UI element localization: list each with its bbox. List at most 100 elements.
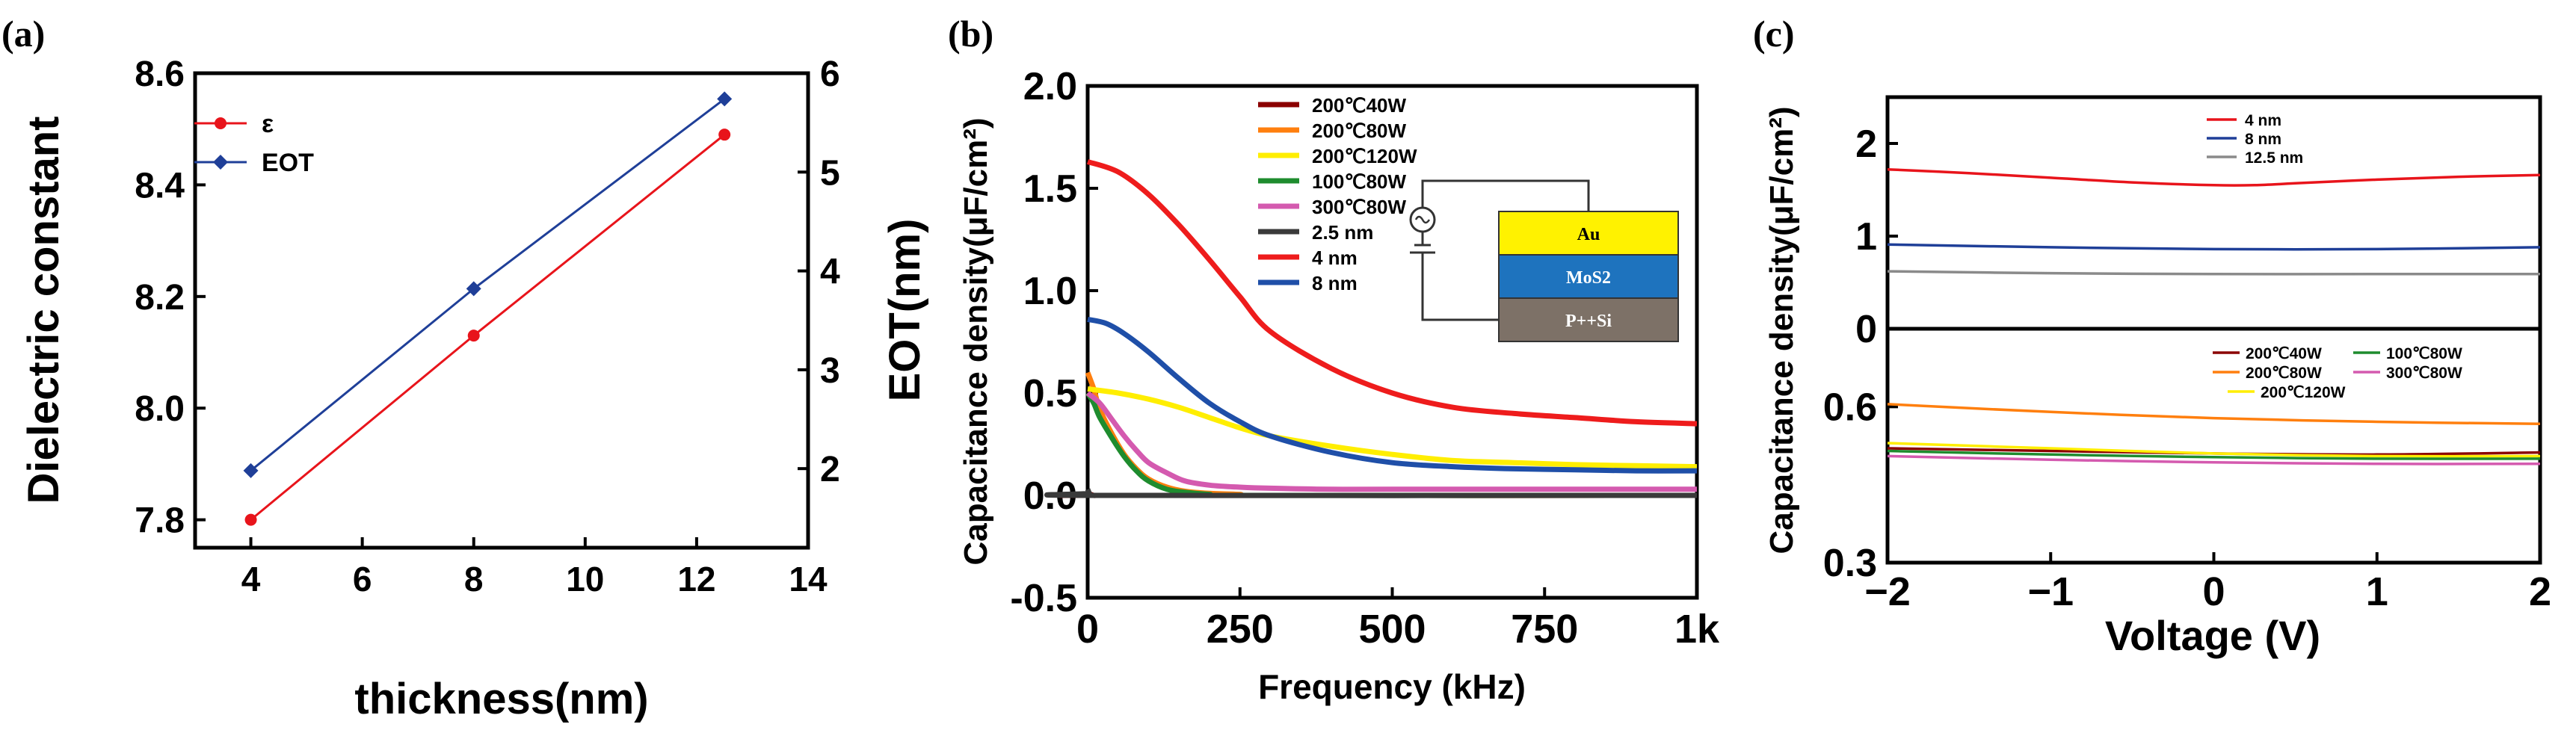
inset-si-layer: [1498, 297, 1679, 342]
panel-b-series-line: [1044, 488, 1698, 498]
panel-a-point-diamond: [466, 281, 481, 297]
panel-c-bottom-legend-label: 300℃80W: [2386, 365, 2462, 382]
panel-c-bottom-ytick-label: 0.3: [1823, 542, 1877, 585]
panel-b-ytick-label: 1.0: [1023, 270, 1077, 313]
panel-a-y2tick-label: 2: [820, 450, 840, 489]
panel-c-bottom-series-line: [1887, 449, 2541, 460]
panel-b-ytick-label: 1.5: [1023, 167, 1077, 211]
panel-b-xtick-label: 1k: [1674, 607, 1720, 652]
panel-a-y2tick-label: 3: [820, 351, 840, 391]
panel-b-series-line: [1087, 386, 1698, 470]
panel-b-legend-label: 300℃80W: [1312, 196, 1406, 218]
panel-b-xtick-label: 0: [1076, 607, 1099, 652]
panel-a-legend-circle: [215, 117, 227, 129]
panel-c-top-legend-label: 8 nm: [2245, 131, 2281, 148]
panel-c-top-ytick-label: 0: [1855, 308, 1877, 351]
inset-circuit-wire: [1410, 179, 1590, 321]
panel-c-top-legend-label: 12.5 nm: [2245, 149, 2303, 167]
panel-a-legend-label: EOT: [262, 149, 314, 177]
inset-mos2-layer: [1498, 254, 1679, 299]
panel-b-legend-label: 8 nm: [1312, 272, 1358, 294]
panel-a-legend: ε EOT: [194, 110, 314, 177]
panel-c-xtick-label: 2: [2529, 569, 2551, 614]
panel-c-xtick-label: −1: [2027, 569, 2074, 614]
inset-ac-wave-icon: [1414, 215, 1431, 224]
panel-a-y2label: EOT(nm): [881, 219, 929, 402]
panel-a-series-line: [250, 98, 726, 471]
panel-b-legend-label: 100℃80W: [1312, 170, 1406, 193]
panel-c-bottom-series-line: [1887, 454, 2541, 466]
panel-c-xtick-label: −2: [1864, 569, 1911, 614]
panel-a-point-diamond: [243, 463, 259, 478]
panel-a-xtick-label: 14: [789, 560, 828, 599]
panel-a-xtick-label: 12: [677, 560, 715, 599]
panel-a-ytick-label: 8.4: [135, 166, 185, 205]
panel-c-top-ytick-label: 2: [1855, 123, 1877, 166]
panel-a-ytick-label: 7.8: [135, 501, 185, 541]
panel-c-top-frame: [1885, 95, 2542, 331]
panel-c-top-legend-label: 4 nm: [2245, 112, 2281, 129]
panel-c-ylabel: Capacitance density(μF/cm²): [1763, 106, 1800, 554]
panel-a-chart: thickness(nm) Dielectric constant EOT(nm…: [19, 55, 929, 723]
inset-mos2-label: MoS2: [1566, 268, 1611, 288]
panel-a-legend-label: ε: [262, 110, 274, 138]
panel-label-a: (a): [1, 13, 45, 55]
panel-a-ylabel: Dielectric constant: [19, 117, 68, 504]
panel-a-y2tick-label: 6: [820, 55, 840, 94]
panel-a-ytick-label: 8.6: [135, 55, 185, 94]
panel-c-bottom-series-line: [1887, 403, 2541, 426]
panel-label-b: (b): [948, 13, 993, 55]
panel-c-bottom-series-line: [1887, 442, 2541, 458]
panel-a-series-line: [250, 134, 726, 521]
device-schematic-inset: Au MoS2 P++Si: [1409, 179, 1679, 342]
panel-b-series-line: [1085, 391, 1697, 492]
panel-b-legend: 200℃40W 200℃80W 200℃120W 100℃80W 300℃80W 2.5 …: [1258, 94, 1417, 294]
panel-b-legend-label: 4 nm: [1312, 247, 1358, 269]
panel-a-point-diamond: [717, 91, 733, 107]
panel-b-ylabel: Capacitance density(μF/cm²): [958, 117, 994, 565]
panel-b-ytick-label: -0.5: [1010, 577, 1077, 620]
panel-c-top-series-line: [1887, 243, 2541, 251]
panel-b-xtick-label: 250: [1207, 607, 1274, 652]
panel-c-xtick-label: 0: [2202, 569, 2225, 614]
panel-b-legend-label: 2.5 nm: [1312, 221, 1373, 244]
panel-b-ytick-label: 0.5: [1023, 372, 1077, 415]
panel-c-bottom-ytick-label: 0.6: [1823, 386, 1877, 429]
panel-a-xtick-label: 6: [353, 560, 372, 599]
panel-a-ytick-label: 8.2: [135, 278, 185, 318]
panel-b-series-line: [1086, 159, 1698, 427]
inset-au-label: Au: [1577, 225, 1600, 244]
panel-c-chart: Voltage (V) Capacitance density(μF/cm²) …: [1763, 95, 2551, 659]
panel-label-c: (c): [1753, 13, 1795, 55]
panel-c-top-series-line: [1887, 167, 2541, 187]
panel-a-xtick-label: 4: [241, 560, 261, 599]
panel-b-series-line: [1087, 316, 1698, 474]
panel-c-xtick-label: 1: [2366, 569, 2388, 614]
panel-a-point-circle: [718, 129, 731, 141]
panel-a-point-circle: [467, 330, 480, 342]
panel-c-xlabel: Voltage (V): [2105, 612, 2320, 659]
panel-c-bottom-legend-label: 200℃40W: [2246, 345, 2322, 362]
panel-a-xtick-label: 10: [566, 560, 604, 599]
panel-b-legend-label: 200℃40W: [1312, 94, 1406, 117]
panel-a-xtick-label: 8: [464, 560, 484, 599]
panel-a-y2tick-label: 5: [820, 153, 840, 193]
panel-a-legend-diamond: [213, 155, 228, 170]
panel-b-ytick-label: 2.0: [1023, 65, 1077, 108]
panel-b-xtick-label: 500: [1358, 607, 1426, 652]
panel-b-chart: Frequency (kHz) Capacitance density(μF/c…: [958, 65, 1720, 706]
panel-a-y2tick-label: 4: [820, 253, 840, 292]
panel-b-legend-label: 200℃120W: [1312, 145, 1417, 167]
panel-c-top-ytick-label: 1: [1855, 215, 1877, 259]
panel-b-legend-label: 200℃80W: [1312, 120, 1406, 142]
panel-a-frame: [193, 71, 810, 550]
panel-b-xtick-label: 750: [1511, 607, 1578, 652]
panel-c-bottom-legend-label: 100℃80W: [2386, 345, 2462, 362]
inset-si-label: P++Si: [1565, 312, 1612, 331]
panel-c-bottom-legend-label: 200℃120W: [2261, 384, 2346, 401]
panel-c-top-series-line: [1887, 270, 2540, 276]
panel-c-bottom-legend-label: 200℃80W: [2246, 365, 2322, 382]
panel-b-xlabel: Frequency (kHz): [1258, 667, 1526, 706]
